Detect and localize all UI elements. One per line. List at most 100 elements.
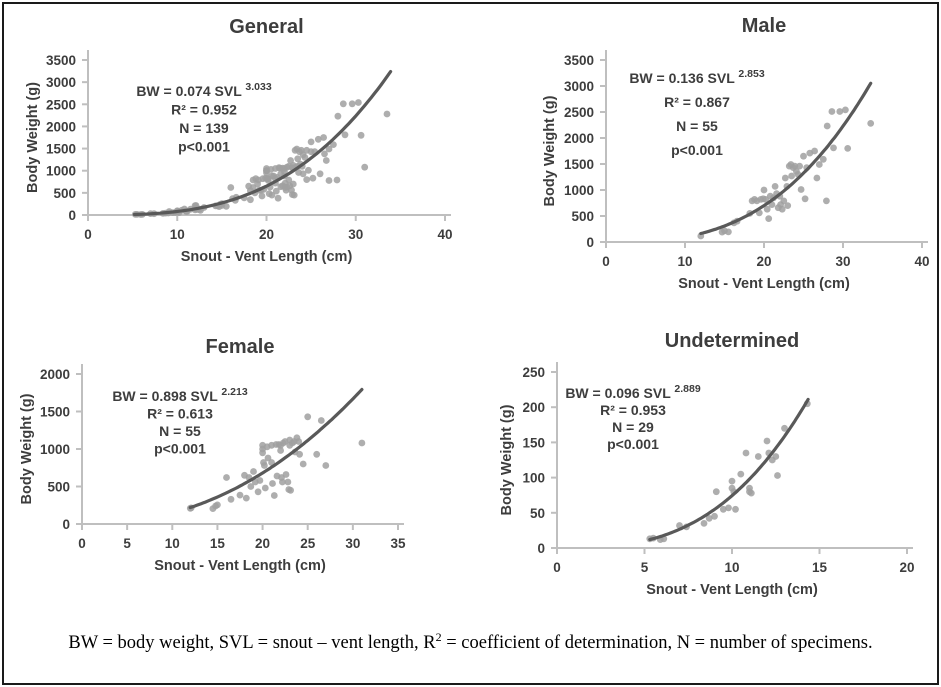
y-tick-label: 3000 [46, 75, 76, 90]
scatter-point [290, 191, 298, 199]
x-tick-label: 10 [677, 254, 692, 269]
scatter-point [307, 138, 315, 146]
scatter-point [287, 486, 294, 494]
scatter-point [719, 505, 727, 513]
x-tick-label: 10 [170, 227, 185, 242]
scatter-point [317, 417, 325, 424]
panel-undetermined: 0 50 100 150 200 250 0 5 10 15 20 Snout - Vent Leng… [499, 330, 915, 598]
y-tick-label: 0 [537, 541, 545, 556]
scatter-point [732, 505, 739, 513]
y-tick-label: 3500 [564, 53, 594, 68]
y-tick-label: 500 [53, 186, 76, 201]
n-label: N = 55 [676, 118, 718, 134]
scatter-point [247, 483, 255, 490]
scatter-point [333, 176, 341, 184]
x-tick-label: 15 [210, 536, 226, 551]
scatter-point [313, 450, 321, 458]
scatter-point [842, 106, 849, 114]
panel-title: Female [206, 336, 275, 358]
trendline-curve [648, 397, 810, 542]
panel-general: 0 500 1000 1500 2000 2500 3000 3500 0 10 20 30 40 Sno… [25, 16, 453, 265]
scatter-point [742, 449, 750, 457]
scatter-point [725, 228, 732, 236]
r-squared-label: R² = 0.613 [147, 406, 213, 422]
scatter-point [383, 110, 391, 118]
scatter-point [270, 492, 278, 499]
x-tick-label: 5 [123, 536, 131, 551]
scatter-point [811, 147, 818, 155]
scatter-point [285, 176, 293, 184]
x-tick-label: 20 [756, 254, 771, 269]
scatter-point [754, 453, 762, 460]
y-tick-label: 3500 [46, 53, 76, 68]
x-tick-label: 20 [899, 560, 914, 575]
r-squared-label: R² = 0.867 [664, 94, 730, 110]
n-label: N = 29 [612, 419, 654, 435]
scatter-point [771, 183, 779, 190]
scatter-point [774, 472, 781, 479]
scatter-point [258, 192, 266, 200]
scatter-point [791, 162, 799, 170]
scatter-point [867, 120, 875, 127]
x-tick-label: 15 [812, 560, 828, 575]
scatter-point [274, 194, 282, 202]
caption-superscript: 2 [435, 630, 442, 644]
scatter-point [316, 170, 324, 178]
x-tick-label: 20 [259, 227, 274, 242]
scatter-point [322, 462, 330, 469]
x-tick-label: 40 [437, 227, 452, 242]
scatter-point [361, 163, 369, 171]
y-tick-label: 1000 [564, 183, 594, 198]
scatter-point [272, 187, 280, 195]
scatter-point [320, 134, 327, 141]
scatter-point [304, 413, 312, 421]
y-axis-title: Body Weight (g) [542, 95, 558, 206]
scatter-point [322, 157, 330, 164]
r-squared-label: R² = 0.952 [171, 102, 237, 118]
panel-title: Undetermined [665, 330, 799, 352]
equation-label: BW = 0.898 SVL 2.213 [112, 386, 248, 404]
y-tick-label: 500 [47, 480, 70, 495]
scatter-point [358, 439, 366, 447]
scatter-point [788, 172, 795, 180]
scatter-point [780, 197, 788, 205]
y-tick-label: 3000 [564, 79, 594, 94]
y-tick-label: 2000 [46, 119, 76, 134]
x-axis-title: Snout - Vent Length (cm) [181, 249, 353, 265]
x-tick-label: 25 [300, 536, 316, 551]
y-tick-label: 150 [522, 435, 545, 450]
scatter-point [309, 174, 317, 182]
scatter-point [294, 155, 302, 163]
scatter-point [214, 501, 221, 509]
scatter-point [236, 491, 244, 499]
equation-label: BW = 0.136 SVL 2.853 [629, 68, 765, 86]
x-tick-label: 35 [390, 536, 406, 551]
scatter-point [823, 122, 831, 130]
scatter-point [801, 195, 809, 203]
scatter-point [259, 449, 266, 457]
p-value-label: p<0.001 [671, 142, 723, 158]
n-label: N = 139 [179, 120, 229, 136]
y-tick-label: 1000 [46, 164, 76, 179]
scatter-point [737, 470, 745, 478]
scatter-point [711, 512, 718, 520]
scatter-point [279, 478, 286, 486]
y-tick-label: 1000 [40, 442, 70, 457]
scatter-point [301, 154, 309, 161]
scatter-point [772, 453, 780, 460]
y-tick-label: 50 [530, 506, 545, 521]
scatter-point [828, 108, 836, 115]
scatter-point [242, 494, 250, 502]
trendline-curve [132, 69, 393, 217]
scatter-point [797, 186, 805, 193]
x-tick-label: 0 [84, 227, 92, 242]
scatter-point [712, 488, 720, 496]
scatter-point [261, 462, 268, 469]
scatter-point [796, 162, 803, 170]
equation-label: BW = 0.096 SVL 2.889 [565, 383, 701, 401]
y-tick-label: 2500 [46, 97, 76, 112]
scatter-point [305, 166, 312, 174]
scatter-point [277, 447, 284, 454]
scatter-point [330, 141, 337, 149]
scatter-point [307, 148, 315, 156]
